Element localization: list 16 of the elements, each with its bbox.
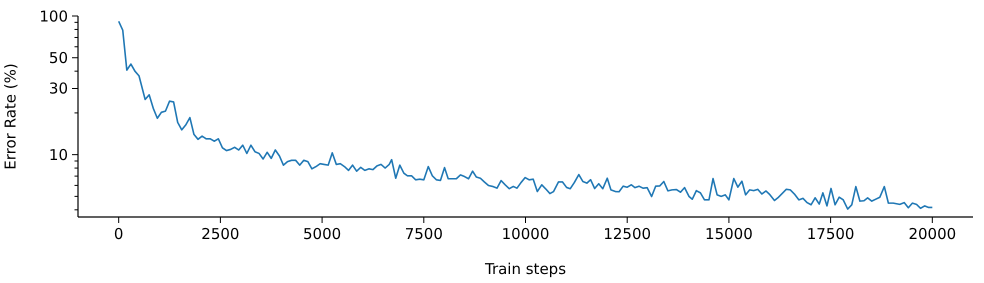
y-axis-title: Error Rate (%): [1, 63, 20, 170]
x-tick-label: 0: [114, 225, 124, 243]
y-tick-label: 10: [48, 146, 68, 164]
x-tick-label: 7500: [404, 225, 443, 243]
y-tick-label: 50: [48, 48, 68, 67]
x-tick-label: 17500: [806, 225, 854, 243]
x-axis-title: Train steps: [484, 260, 566, 278]
x-tick-label: 20000: [908, 225, 956, 243]
line-series: [118, 20, 934, 210]
x-tick-label: 2500: [201, 225, 240, 243]
x-tick-label: 10000: [502, 225, 550, 243]
y-tick-label: 100: [39, 7, 68, 26]
x-tick-label: 15000: [705, 225, 753, 243]
x-tick-label: 12500: [603, 225, 652, 243]
x-tick-label: 5000: [302, 225, 342, 243]
y-tick-label: 30: [48, 80, 68, 98]
